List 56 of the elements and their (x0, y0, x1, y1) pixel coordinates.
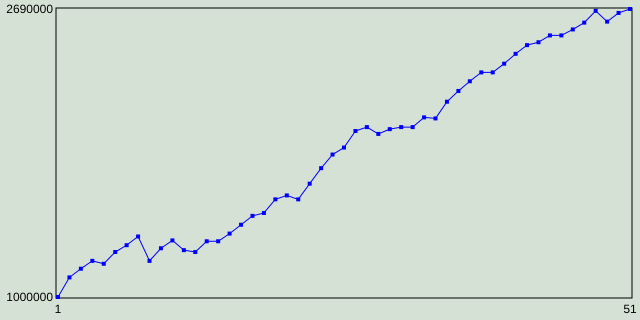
point (182, 248, 186, 252)
point (102, 262, 106, 266)
point (250, 214, 254, 218)
point (330, 152, 335, 157)
point (216, 239, 220, 244)
point (56, 295, 60, 299)
point (628, 7, 632, 11)
point (170, 238, 174, 242)
point (239, 222, 244, 227)
point (193, 250, 198, 254)
point (502, 62, 506, 66)
point (399, 125, 404, 130)
point (262, 210, 266, 215)
point (444, 100, 449, 104)
y-tick-label: 2690000 (6, 2, 54, 16)
point (78, 266, 83, 271)
point (490, 70, 495, 74)
point (319, 166, 324, 170)
point (67, 275, 72, 280)
point (514, 52, 518, 56)
point (456, 88, 460, 93)
y-tick-label: 1000000 (6, 290, 54, 304)
point (536, 40, 540, 44)
point (342, 146, 346, 150)
point (113, 250, 118, 254)
point (616, 10, 621, 15)
point (525, 43, 530, 48)
x-tick-label: 51 (623, 302, 637, 316)
point (376, 132, 380, 136)
point (434, 116, 438, 120)
point (273, 197, 278, 202)
point (582, 20, 586, 25)
point (296, 197, 300, 202)
point (364, 125, 369, 130)
point (548, 33, 552, 38)
point (148, 258, 152, 263)
point (468, 79, 472, 84)
line-series (56, 7, 632, 299)
point (353, 129, 358, 134)
point (228, 232, 232, 236)
point (388, 127, 392, 132)
point (308, 182, 312, 186)
point (479, 70, 484, 74)
point (136, 234, 140, 239)
point (90, 258, 94, 263)
x-tick-label: 1 (54, 302, 62, 316)
point (158, 246, 163, 250)
point (605, 20, 610, 24)
point (410, 125, 415, 130)
point (559, 33, 564, 38)
point (284, 193, 289, 198)
point (570, 27, 575, 32)
point (422, 115, 426, 120)
point (124, 243, 129, 248)
point (594, 8, 598, 13)
point (204, 239, 209, 244)
